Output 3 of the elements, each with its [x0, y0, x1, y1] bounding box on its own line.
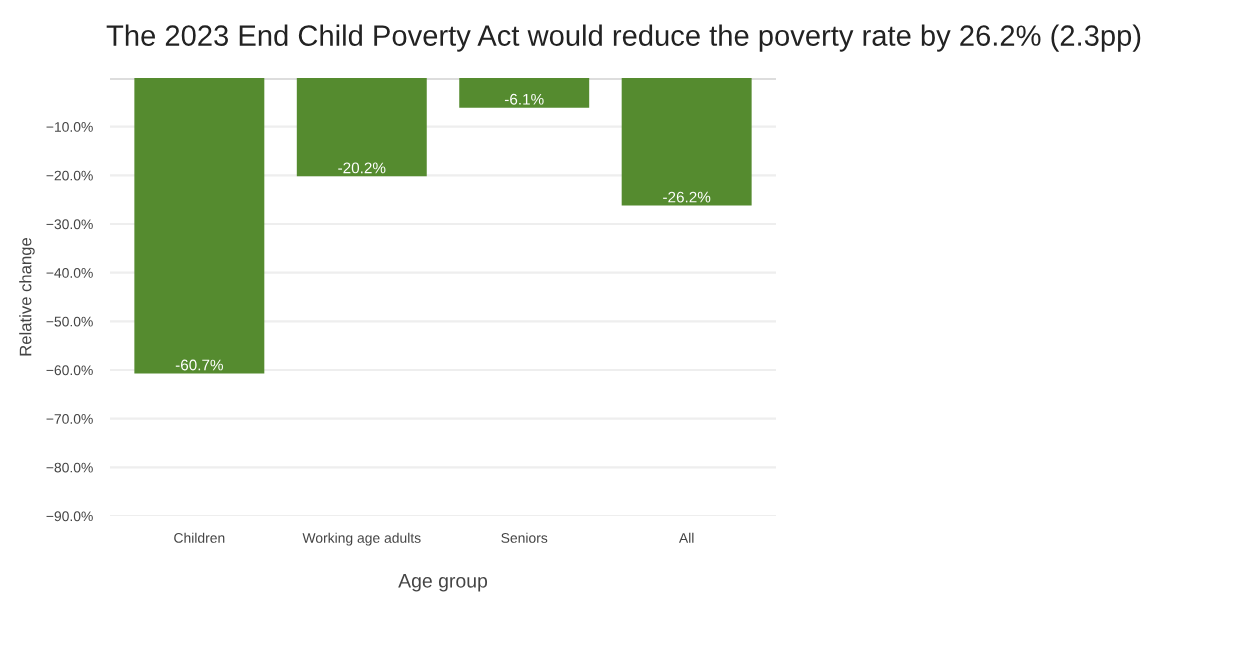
y-axis-title: Relative change [19, 237, 35, 356]
chart-title: The 2023 End Child Poverty Act would reduce the poverty rate by 26.2% (2.3pp) [106, 24, 1141, 52]
x-axis-title: Age group [398, 574, 488, 592]
